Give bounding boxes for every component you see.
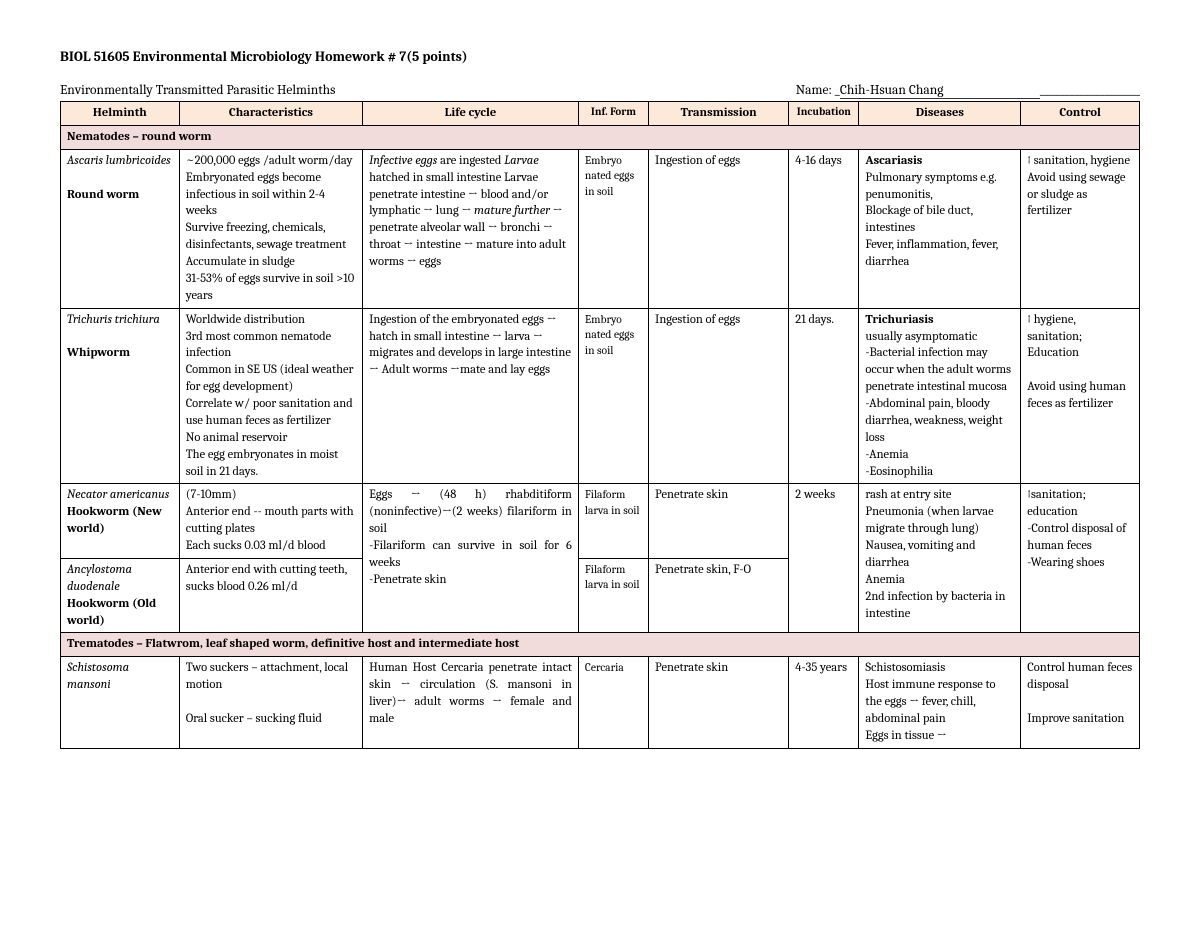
cell-life: Human Host Cercaria penetrate intact ski… bbox=[363, 657, 579, 748]
th-disease: Diseases bbox=[859, 102, 1021, 126]
th-trans: Transmission bbox=[649, 102, 789, 126]
th-: Characteristics bbox=[179, 102, 362, 126]
row-necator: Necator americanusHookworm (New world) (… bbox=[61, 484, 1140, 559]
name-field: Name: _Chih-Hsuan Chang_________________… bbox=[796, 83, 1140, 99]
name-label: Name: _ bbox=[796, 83, 840, 98]
cell-incub: 4-35 years bbox=[789, 657, 859, 748]
th-helminth: Helminth bbox=[61, 102, 180, 126]
cell-char: Two suckers – attachment, local motion O… bbox=[179, 657, 362, 748]
section-trematodes: Trematodes – Flatwrom, leaf shaped worm,… bbox=[61, 633, 1140, 657]
cell-trans: Ingestion of eggs bbox=[649, 308, 789, 484]
th-incub: Incubation bbox=[789, 102, 859, 126]
cell-trans: Penetrate skin bbox=[649, 657, 789, 748]
th-control: Control bbox=[1021, 102, 1140, 126]
subtitle-row: Environmentally Transmitted Parasitic He… bbox=[60, 83, 1140, 99]
page-title: BIOL 51605 Environmental Microbiology Ho… bbox=[60, 48, 1140, 65]
cell-life: Ingestion of the embryonated eggs → hatc… bbox=[363, 308, 579, 484]
cell-char: ~200,000 eggs /adult worm/day Embryonate… bbox=[179, 149, 362, 308]
cell-disease: rash at entry site Pneumonia (when larva… bbox=[859, 484, 1021, 633]
cell-char: Worldwide distribution 3rd most common n… bbox=[179, 308, 362, 484]
row-trichuris: Trichuris trichiuraWhipworm Worldwide di… bbox=[61, 308, 1140, 484]
helminth-table: Helminth Characteristics Life cycle Inf.… bbox=[60, 101, 1140, 749]
cell-life: Infective eggs are ingested Larvae hatch… bbox=[363, 149, 579, 308]
cell-inf: Filaform larva in soil bbox=[578, 558, 648, 633]
th-life: Life cycle bbox=[363, 102, 579, 126]
cell-char: (7-10mm) Anterior end -- mouth parts wit… bbox=[179, 484, 362, 559]
cell-trans: Ingestion of eggs bbox=[649, 149, 789, 308]
cell-control: Control human feces disposal Improve san… bbox=[1021, 657, 1140, 748]
cell-helminth: Necator americanusHookworm (New world) bbox=[61, 484, 180, 559]
cell-helminth: Schistosoma mansoni bbox=[61, 657, 180, 748]
row-ascaris: Ascaris lumbricoidesRound worm ~200,000 … bbox=[61, 149, 1140, 308]
cell-disease: Schistosomiasis Host immune response to … bbox=[859, 657, 1021, 748]
cell-inf: Embryo nated eggs in soil bbox=[578, 308, 648, 484]
cell-disease: Ascariasis Pulmonary symptoms e.g. penum… bbox=[859, 149, 1021, 308]
cell-control: ↑ hygiene, sanitation; Education Avoid u… bbox=[1021, 308, 1140, 484]
row-schistosoma: Schistosoma mansoni Two suckers – attach… bbox=[61, 657, 1140, 748]
cell-char: Anterior end with cutting teeth, sucks b… bbox=[179, 558, 362, 633]
cell-inf: Embryo nated eggs in soil bbox=[578, 149, 648, 308]
subtitle: Environmentally Transmitted Parasitic He… bbox=[60, 83, 335, 99]
cell-trans: Penetrate skin bbox=[649, 484, 789, 559]
cell-inf: Cercaria bbox=[578, 657, 648, 748]
student-name: Chih-Hsuan Chang bbox=[840, 83, 1040, 99]
cell-helminth: Ascaris lumbricoidesRound worm bbox=[61, 149, 180, 308]
section-nematodes: Nematodes – round worm bbox=[61, 125, 1140, 149]
cell-control: ↑ sanitation, hygiene Avoid using sewage… bbox=[1021, 149, 1140, 308]
cell-disease: Trichuriasis usually asymptomatic -Bacte… bbox=[859, 308, 1021, 484]
cell-helminth: Trichuris trichiuraWhipworm bbox=[61, 308, 180, 484]
cell-trans: Penetrate skin, F-O bbox=[649, 558, 789, 633]
cell-incub: 4-16 days bbox=[789, 149, 859, 308]
cell-incub: 2 weeks bbox=[789, 484, 859, 633]
th-inf: Inf. Form bbox=[578, 102, 648, 126]
cell-control: ↑sanitation; education -Control disposal… bbox=[1021, 484, 1140, 633]
header-row: Helminth Characteristics Life cycle Inf.… bbox=[61, 102, 1140, 126]
cell-helminth: Ancylostoma duodenaleHookworm (Old world… bbox=[61, 558, 180, 633]
cell-life: Eggs → (48 h) rhabditiform (noninfective… bbox=[363, 484, 579, 633]
cell-inf: Filaform larva in soil bbox=[578, 484, 648, 559]
cell-incub: 21 days. bbox=[789, 308, 859, 484]
